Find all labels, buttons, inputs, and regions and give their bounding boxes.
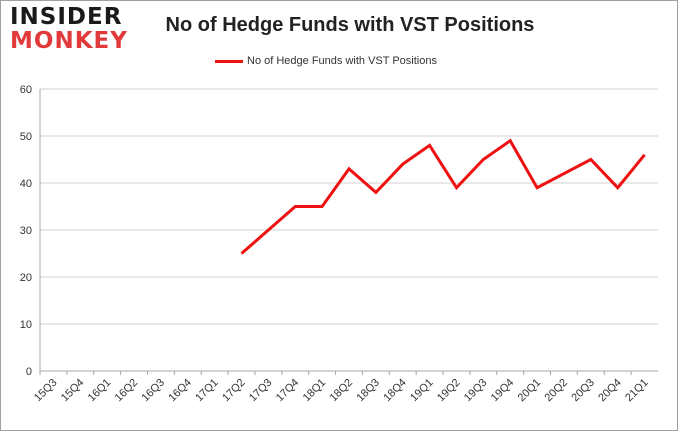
chart-legend: No of Hedge Funds with VST Positions xyxy=(215,53,437,69)
legend-label: No of Hedge Funds with VST Positions xyxy=(247,55,437,67)
x-tick-label: 17Q4 xyxy=(274,377,302,405)
x-tick-label: 17Q2 xyxy=(220,377,248,405)
x-tick-label: 18Q1 xyxy=(301,377,329,405)
logo-line-1: INSIDER xyxy=(10,4,123,30)
x-tick-label: 18Q3 xyxy=(354,377,382,405)
y-tick-label: 30 xyxy=(20,225,32,237)
x-tick-label: 16Q4 xyxy=(166,377,194,405)
legend-swatch xyxy=(215,59,243,63)
x-tick-label: 16Q2 xyxy=(113,377,141,405)
chart-title: No of Hedge Funds with VST Positions xyxy=(165,14,535,36)
y-tick-label: 20 xyxy=(20,272,32,284)
y-tick-label: 0 xyxy=(26,366,32,378)
x-tick-label: 18Q4 xyxy=(381,377,409,405)
x-tick-label: 20Q4 xyxy=(596,377,624,405)
x-tick-label: 19Q4 xyxy=(489,377,517,405)
x-tick-label: 16Q3 xyxy=(140,377,168,405)
x-tick-label: 15Q3 xyxy=(32,377,60,405)
logo-line-2: MONKEY xyxy=(10,28,128,54)
y-tick-label: 10 xyxy=(20,319,32,331)
y-tick-label: 60 xyxy=(20,84,32,96)
y-tick-label: 50 xyxy=(20,131,32,143)
insider-monkey-logo: INSIDER MONKEY xyxy=(10,5,130,53)
x-tick-label: 21Q1 xyxy=(623,377,651,405)
x-tick-label: 17Q1 xyxy=(193,377,221,405)
x-tick-label: 17Q3 xyxy=(247,377,275,405)
x-tick-label: 16Q1 xyxy=(86,377,114,405)
y-tick-label: 40 xyxy=(20,178,32,190)
x-tick-label: 20Q1 xyxy=(516,377,544,405)
x-tick-label: 19Q1 xyxy=(408,377,436,405)
x-tick-label: 20Q3 xyxy=(569,377,597,405)
x-tick-label: 18Q2 xyxy=(328,377,356,405)
x-tick-label: 20Q2 xyxy=(543,377,571,405)
x-tick-label: 15Q4 xyxy=(59,377,87,405)
x-tick-label: 19Q3 xyxy=(462,377,490,405)
x-tick-label: 19Q2 xyxy=(435,377,463,405)
series-line xyxy=(240,138,646,255)
